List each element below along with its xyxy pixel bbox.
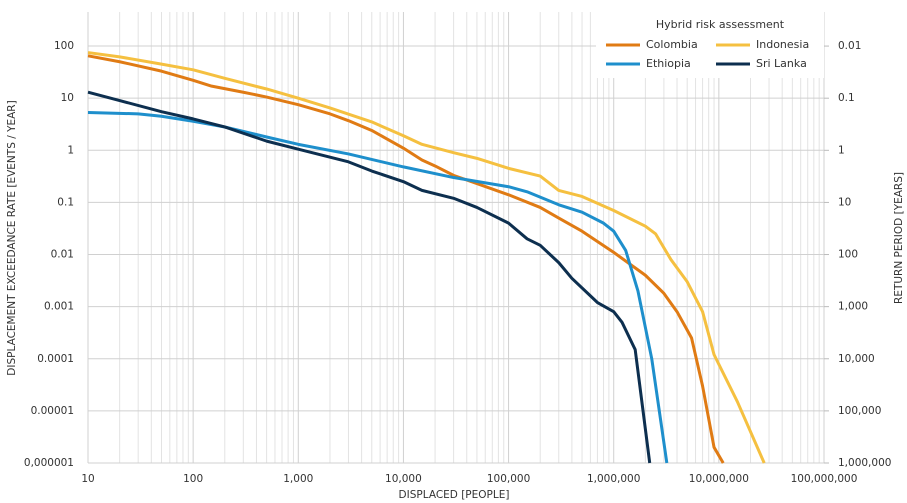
y-tick-label: 100: [54, 40, 74, 52]
y-tick-label: 0.1: [57, 196, 74, 208]
series-line: [87, 54, 725, 464]
y2-tick-label: 100: [838, 249, 858, 261]
legend-label: Indonesia: [756, 38, 809, 51]
x-tick-label: 10,000,000: [689, 473, 749, 485]
y2-tick-label: 0.01: [838, 40, 861, 52]
x-axis-title: DISPLACED [PEOPLE]: [399, 489, 510, 501]
y2-tick-label: 1,000: [838, 301, 868, 313]
y-tick-label: 1: [67, 144, 74, 156]
x-tick-label: 1,000: [283, 473, 313, 485]
series-line: [87, 111, 669, 464]
y-tick-label: 0.01: [51, 249, 74, 261]
y2-tick-label: 100,000: [838, 405, 881, 417]
x-tick-label: 100: [183, 473, 203, 485]
y2-tick-label: 10: [838, 196, 851, 208]
legend-label: Sri Lanka: [756, 57, 807, 70]
legend-title: Hybrid risk assessment: [656, 18, 785, 31]
x-tick-label: 1,000,000: [587, 473, 640, 485]
y2-tick-label: 1: [838, 144, 845, 156]
x-tick-label: 10,000: [385, 473, 422, 485]
y2-tick-label: 0.1: [838, 92, 855, 104]
x-tick-label: 10: [81, 473, 94, 485]
y-tick-label: 0.00001: [31, 405, 74, 417]
y2-axis-title: RETURN PERIOD [YEARS]: [893, 172, 905, 304]
x-tick-label: 100,000,000: [791, 473, 858, 485]
y2-tick-label: 1,000,000: [838, 457, 891, 469]
y-tick-label: 0.001: [44, 301, 74, 313]
y-axis-title: DISPLACEMENT EXCEEDANCE RATE [EVENTS / Y…: [6, 100, 18, 375]
y-tick-label: 0.0001: [37, 353, 74, 365]
legend-label: Colombia: [646, 38, 698, 51]
series-line: [87, 51, 766, 464]
legend-label: Ethiopia: [646, 57, 691, 70]
series-line: [87, 90, 652, 464]
y2-tick-label: 10,000: [838, 353, 875, 365]
y-tick-label: 0,000001: [24, 457, 74, 469]
y-tick-label: 10: [61, 92, 74, 104]
x-tick-label: 100,000: [487, 473, 530, 485]
